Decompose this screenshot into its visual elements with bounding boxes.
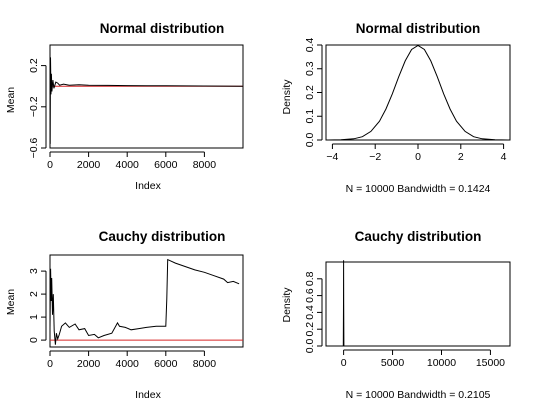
- y-tick-label: 1: [28, 314, 40, 320]
- x-tick-label: 8000: [193, 159, 217, 171]
- x-tick-label: 6000: [154, 358, 178, 370]
- panel-title: Cauchy distribution: [355, 229, 482, 244]
- panel-plot-top-left: 0 2000 4000 6000 8000 −0.6 −0.2 0.2: [28, 44, 244, 171]
- panel-title: Normal distribution: [356, 21, 481, 36]
- y-axis-label: Density: [281, 79, 293, 115]
- panel-plot-bottom-right: 0 5000 10000 15000 0.0 0.2 0.4 0.6 0.8: [304, 260, 511, 369]
- panel-plot-top-right: −4 −2 0 2 4 0.0 0.1 0.2 0.3 0.4: [304, 38, 511, 163]
- y-tick-label: 0.2: [28, 58, 40, 73]
- y-axis-label: Density: [281, 287, 293, 323]
- y-tick-label: 0.4: [304, 38, 316, 53]
- x-tick-label: 8000: [193, 358, 217, 370]
- y-tick-label: 0.3: [304, 61, 316, 76]
- y-tick-label: 0.8: [304, 271, 316, 286]
- x-tick-label: 0: [47, 159, 53, 171]
- x-tick-label: 0: [341, 357, 347, 369]
- x-axis-label: Index: [135, 389, 161, 401]
- x-tick-label: 2: [458, 151, 464, 163]
- y-tick-label: 0.2: [304, 322, 316, 337]
- y-tick-label: 0.6: [304, 288, 316, 303]
- y-tick-label: 2: [28, 291, 40, 297]
- x-tick-label: 2000: [77, 358, 101, 370]
- x-tick-label: 2000: [77, 159, 101, 171]
- panel-top-left: Normal distribution Index Mean: [5, 21, 224, 192]
- x-tick-label: 0: [47, 358, 53, 370]
- x-tick-label: 5000: [381, 357, 405, 369]
- y-tick-label: 0: [28, 337, 40, 343]
- series-line: [328, 44, 508, 141]
- x-tick-label: 0: [415, 151, 421, 163]
- y-tick-label: −0.2: [28, 96, 40, 117]
- panel-bottom-right: Cauchy distribution N = 10000 Bandwidth …: [281, 229, 491, 401]
- x-tick-label: 4000: [116, 358, 140, 370]
- series-line: [49, 47, 244, 144]
- y-tick-label: 0.0: [304, 339, 316, 354]
- panel-title: Cauchy distribution: [99, 229, 226, 244]
- y-tick-label: 0.1: [304, 109, 316, 124]
- y-axis-label: Mean: [5, 87, 17, 113]
- y-axis-label: Mean: [5, 289, 17, 315]
- series-line: [49, 258, 240, 345]
- x-tick-label: 10000: [427, 357, 456, 369]
- panel-top-right: Normal distribution N = 10000 Bandwidth …: [281, 21, 491, 195]
- x-tick-label: 15000: [476, 357, 505, 369]
- x-axis-label: N = 10000 Bandwidth = 0.2105: [346, 389, 491, 401]
- panel-plot-bottom-left: 0 2000 4000 6000 8000 0 1 2 3: [28, 254, 244, 370]
- x-axis-label: Index: [135, 180, 161, 192]
- x-tick-label: −2: [369, 151, 381, 163]
- x-axis-label: N = 10000 Bandwidth = 0.1424: [346, 183, 491, 195]
- x-tick-label: 4000: [116, 159, 140, 171]
- y-tick-label: 0.4: [304, 305, 316, 320]
- y-tick-label: −0.6: [28, 137, 40, 158]
- y-tick-label: 0.2: [304, 85, 316, 100]
- x-tick-label: 4: [501, 151, 507, 163]
- x-tick-label: −4: [326, 151, 338, 163]
- x-tick-label: 6000: [154, 159, 178, 171]
- y-tick-label: 0.0: [304, 133, 316, 148]
- y-tick-label: 3: [28, 268, 40, 274]
- panel-title: Normal distribution: [100, 21, 225, 36]
- series-line: [328, 260, 501, 347]
- panel-bottom-left: Cauchy distribution Index Mean: [5, 229, 225, 401]
